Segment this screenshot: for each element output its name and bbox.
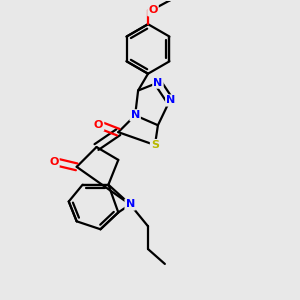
Text: O: O (94, 120, 103, 130)
Text: O: O (49, 157, 58, 167)
Text: N: N (126, 200, 135, 209)
Text: N: N (153, 78, 163, 88)
Text: N: N (130, 110, 140, 120)
Text: S: S (151, 140, 159, 150)
Text: O: O (148, 5, 158, 15)
Text: N: N (166, 95, 176, 106)
